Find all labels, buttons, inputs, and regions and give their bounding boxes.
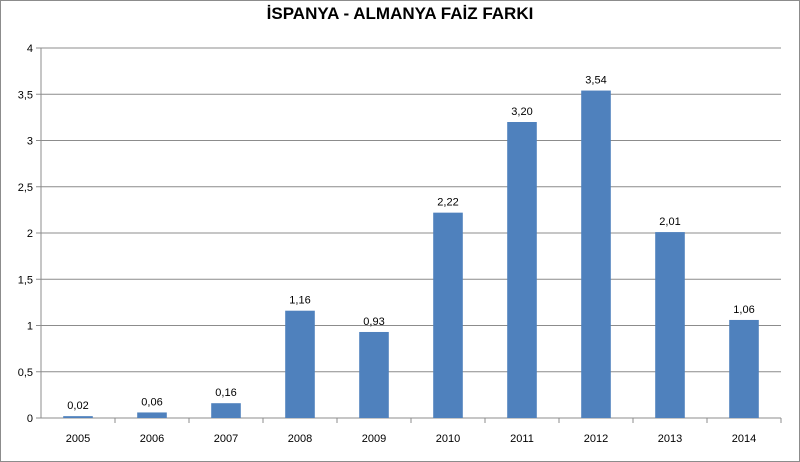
x-tick-label: 2008: [288, 433, 312, 445]
x-tick-label: 2005: [66, 433, 90, 445]
bar: [507, 122, 537, 418]
chart-title: İSPANYA - ALMANYA FAİZ FARKI: [266, 4, 534, 23]
x-tick-label: 2014: [732, 433, 756, 445]
y-tick-label: 1,5: [18, 274, 33, 286]
y-tick-label: 0: [27, 413, 33, 425]
x-tick-label: 2006: [140, 433, 164, 445]
y-tick-label: 2: [27, 228, 33, 240]
data-label: 2,22: [437, 197, 458, 209]
bar: [211, 403, 241, 418]
x-tick-label: 2013: [658, 433, 682, 445]
bar: [285, 310, 315, 418]
data-label: 0,16: [215, 387, 236, 399]
bar: [581, 90, 611, 419]
y-tick-label: 3: [27, 136, 33, 148]
y-tick-label: 0,5: [18, 367, 33, 379]
x-tick-label: 2007: [214, 433, 238, 445]
y-tick-label: 3,5: [18, 89, 33, 101]
y-tick-label: 1: [27, 321, 33, 333]
bar: [433, 212, 463, 418]
x-tick-label: 2009: [362, 433, 386, 445]
bar: [137, 412, 167, 418]
data-label: 0,06: [141, 396, 162, 408]
x-tick-label: 2012: [584, 433, 608, 445]
data-label: 2,01: [659, 216, 680, 228]
y-tick-label: 4: [27, 43, 33, 55]
bar: [655, 232, 685, 418]
bar: [359, 331, 389, 418]
data-label: 3,54: [585, 75, 606, 87]
data-label: 1,06: [733, 304, 754, 316]
data-label: 1,16: [289, 295, 310, 307]
bar: [63, 416, 93, 418]
x-tick-label: 2011: [510, 433, 534, 445]
data-label: 0,02: [67, 400, 88, 412]
data-label: 3,20: [511, 106, 532, 118]
x-tick-label: 2010: [436, 433, 460, 445]
y-tick-label: 2,5: [18, 182, 33, 194]
bar: [729, 319, 759, 418]
data-label: 0,93: [363, 316, 384, 328]
